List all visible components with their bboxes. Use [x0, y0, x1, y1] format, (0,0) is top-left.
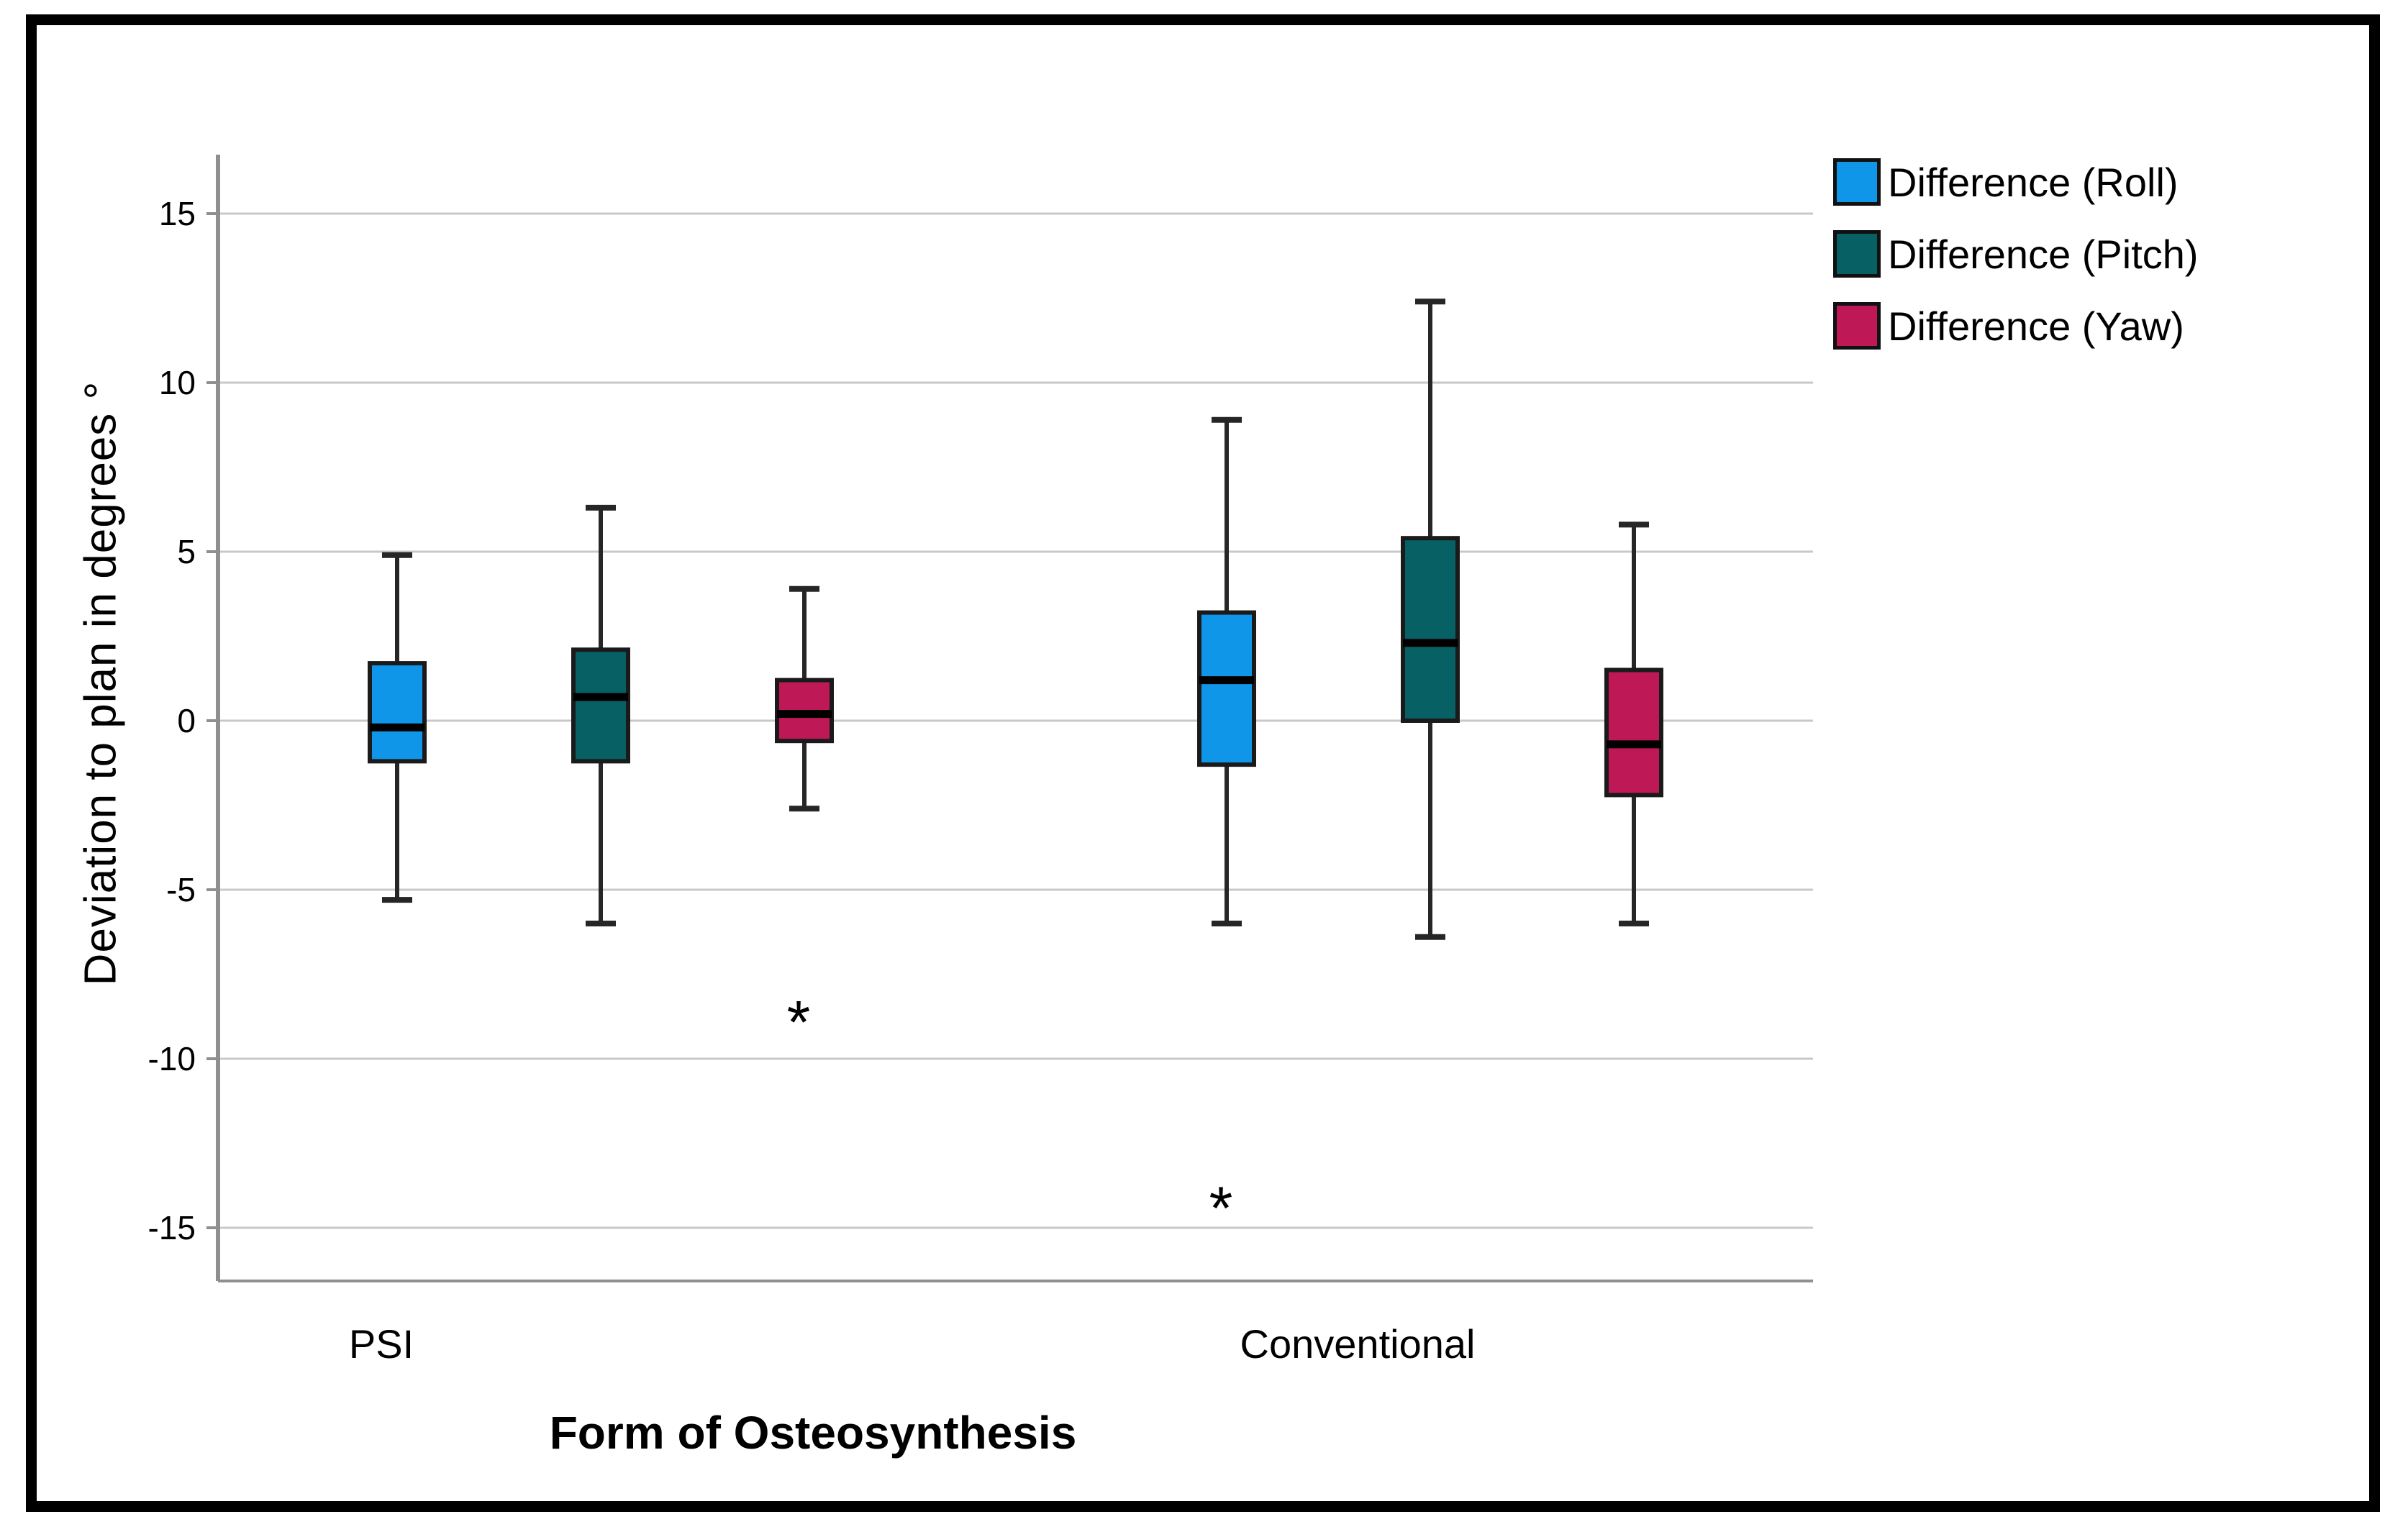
x-category-label: Conventional — [1240, 1321, 1476, 1367]
outlier-marker: * — [787, 988, 811, 1056]
x-category-label: PSI — [349, 1321, 414, 1367]
x-axis-title: Form of Osteosynthesis — [549, 1407, 1077, 1459]
legend-item-yaw: Difference (Yaw) — [1833, 302, 2199, 350]
y-tick-label: 10 — [159, 364, 196, 401]
y-tick-label: -5 — [166, 871, 196, 908]
y-axis-title: Deviation to plan in degrees ° — [76, 380, 126, 986]
outlier-marker: * — [1209, 1175, 1233, 1242]
box — [1604, 667, 1663, 798]
legend: Difference (Roll) Difference (Pitch) Dif… — [1833, 158, 2199, 374]
y-tick-label: 15 — [159, 195, 196, 232]
legend-label-roll: Difference (Roll) — [1888, 159, 2178, 205]
y-tick-label: -10 — [148, 1040, 196, 1077]
box — [1401, 536, 1460, 724]
legend-label-pitch: Difference (Pitch) — [1888, 231, 2199, 277]
y-tick-label: 5 — [177, 533, 196, 570]
legend-label-yaw: Difference (Yaw) — [1888, 303, 2184, 349]
legend-swatch-yaw — [1833, 302, 1881, 350]
box — [571, 647, 630, 764]
legend-item-pitch: Difference (Pitch) — [1833, 230, 2199, 278]
y-tick-label: 0 — [177, 702, 196, 739]
box — [368, 661, 427, 764]
box — [1197, 610, 1256, 767]
legend-swatch-roll — [1833, 158, 1881, 206]
legend-swatch-pitch — [1833, 230, 1881, 278]
legend-item-roll: Difference (Roll) — [1833, 158, 2199, 206]
y-tick-label: -15 — [148, 1209, 196, 1246]
